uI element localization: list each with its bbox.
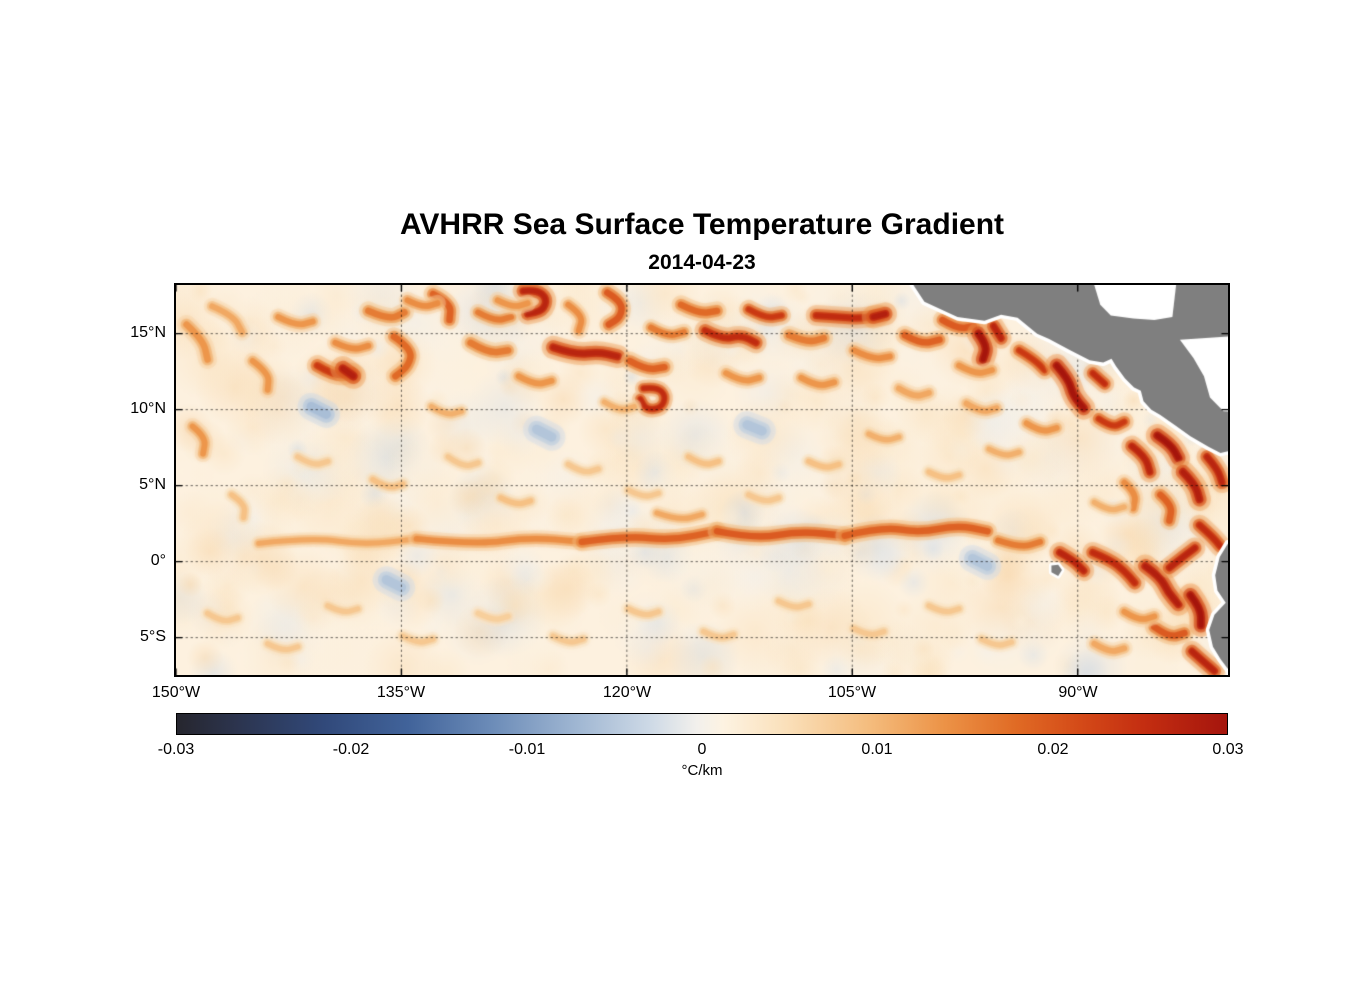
x-axis-tick-label: 150°W [151, 684, 201, 701]
colorbar-tick-label: 0.03 [1212, 741, 1244, 758]
y-axis-tick-label: 5°S [140, 628, 166, 645]
colorbar-tick-label: 0.01 [861, 741, 893, 758]
x-axis-tick-label: 120°W [602, 684, 652, 701]
colorbar-tick-label: 0.02 [1037, 741, 1069, 758]
chart-date-subtitle: 2014-04-23 [648, 251, 756, 274]
x-axis-tick-label: 135°W [376, 684, 426, 701]
colorbar-unit-label: °C/km [681, 762, 723, 779]
colorbar-tick-label: 0 [697, 741, 707, 758]
y-axis-tick-label: 15°N [130, 324, 166, 341]
colorbar-tick-label: -0.01 [508, 741, 546, 758]
map-plot-area [174, 283, 1230, 677]
sst-gradient-heatmap-canvas [176, 285, 1228, 675]
colorbar-tick-label: -0.03 [157, 741, 195, 758]
colorbar-tick-label: -0.02 [332, 741, 370, 758]
chart-title: AVHRR Sea Surface Temperature Gradient [399, 208, 1005, 241]
x-axis-tick-label: 105°W [827, 684, 877, 701]
y-axis-tick-label: 10°N [130, 400, 166, 417]
y-axis-tick-label: 5°N [139, 476, 166, 493]
y-axis-tick-label: 0° [150, 552, 166, 569]
x-axis-tick-label: 90°W [1058, 684, 1098, 701]
colorbar [176, 713, 1228, 735]
